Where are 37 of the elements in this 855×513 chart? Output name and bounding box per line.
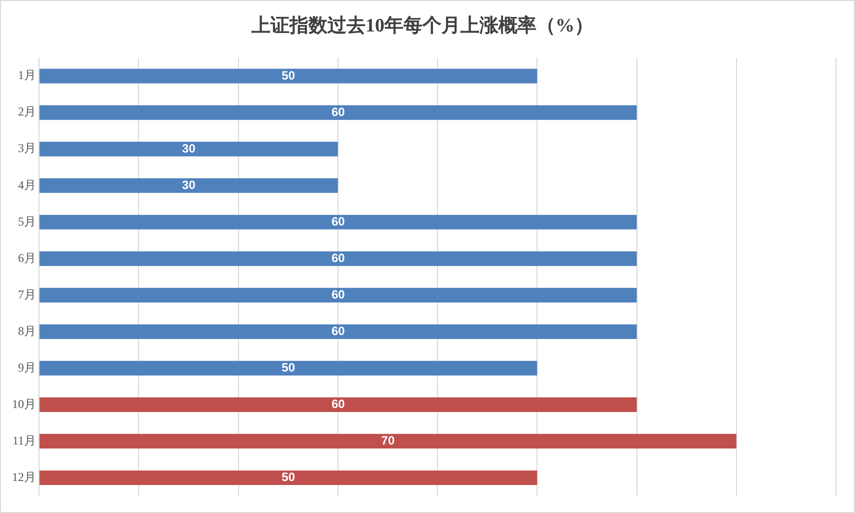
bar: [40, 288, 637, 302]
y-tick-label: 9月: [18, 360, 36, 374]
y-tick-label: 10月: [12, 396, 36, 411]
y-tick-label: 1月: [18, 68, 36, 82]
bar: [40, 142, 338, 156]
y-tick-label: 7月: [18, 287, 36, 302]
y-tick-label: 4月: [18, 178, 36, 192]
bar: [40, 324, 637, 339]
data-label: 60: [331, 324, 346, 338]
data-label: 60: [331, 250, 346, 265]
data-label: 60: [331, 104, 346, 119]
y-tick-label: 12月: [12, 470, 36, 484]
bar: [40, 434, 736, 449]
bar: [40, 214, 637, 230]
bar: [40, 251, 637, 266]
bar: [40, 470, 538, 486]
chart-title: 上证指数过去10年每个月上涨概率（%）: [250, 14, 594, 36]
data-label: 60: [331, 287, 346, 302]
data-label: 70: [381, 434, 395, 448]
y-tick-label: 11月: [12, 433, 36, 448]
data-label: 50: [282, 68, 296, 82]
data-label: 30: [182, 178, 196, 192]
bar: [40, 360, 538, 376]
y-tick-label: 3月: [18, 141, 36, 156]
data-label: 50: [282, 360, 296, 375]
bar: [40, 68, 538, 84]
y-tick-label: 6月: [18, 250, 36, 265]
y-tick-label: 5月: [18, 214, 36, 228]
y-tick-label: 8月: [18, 324, 36, 338]
y-tick-label: 2月: [18, 104, 36, 119]
data-label: 60: [331, 397, 346, 412]
bar: [40, 105, 637, 120]
bar: [40, 397, 637, 412]
data-label: 50: [282, 470, 296, 484]
data-label: 30: [182, 141, 196, 156]
data-label: 60: [331, 214, 346, 228]
bar: [40, 178, 338, 193]
